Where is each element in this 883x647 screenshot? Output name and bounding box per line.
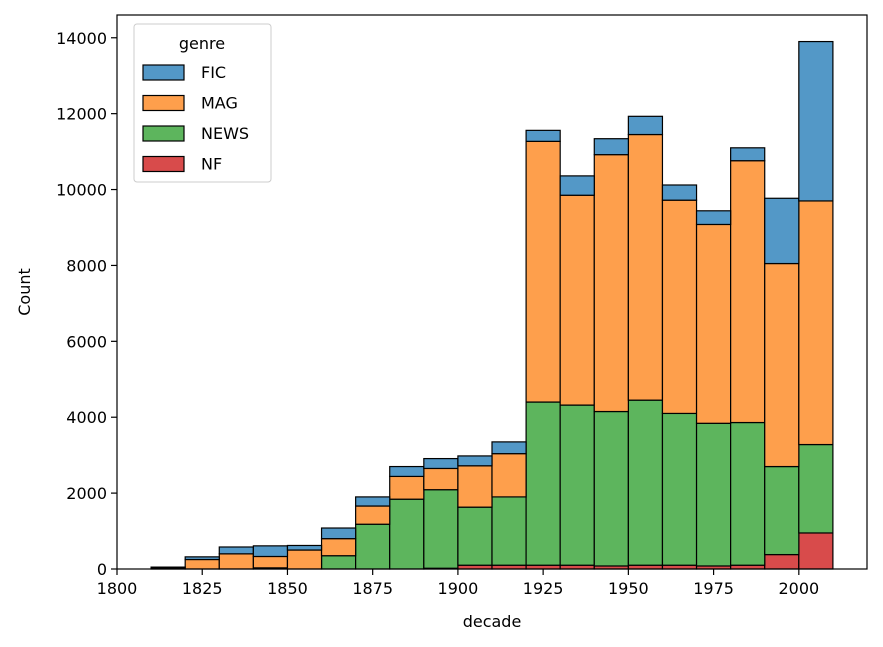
bar-mag-1830 [218,553,254,570]
bar-mag-1920 [525,140,561,403]
bar-mag-1940 [593,154,629,413]
y-tick-label-8000: 8000 [66,256,107,275]
bar-news-1930 [559,404,595,566]
bar-mag-1960 [661,199,698,415]
legend: genre FIC MAG NEWS NF [133,23,272,183]
legend-swatch-news [142,125,185,142]
legend-swatch-fic [142,64,185,81]
bar-mag-1990 [764,262,800,468]
legend-swatch-mag [142,94,185,112]
x-axis-ticks: 1800 1825 1850 1875 1900 1925 1950 1975 2000 [97,569,819,598]
bar-news-1900 [457,506,493,566]
bar-fic-1820 [184,556,220,561]
x-tick-label-1975: 1975 [693,579,734,598]
bar-fic-2000 [798,40,834,202]
legend-items: FIC MAG NEWS NF [142,63,249,174]
bar-mag-1840 [252,555,289,569]
bar-mag-1890 [423,467,459,491]
bar-news-1860 [320,555,357,570]
x-tick-label-1925: 1925 [523,579,564,598]
bar-fic-1950 [627,115,664,136]
y-tick-label-10000: 10000 [56,181,107,200]
bar-mag-2000 [798,200,834,446]
bar-fic-1920 [525,129,561,142]
legend-label-nf: NF [201,155,222,174]
bar-fic-1840 [252,545,289,558]
legend-label-news: NEWS [201,124,249,143]
bar-fic-1810 [150,566,186,569]
x-tick-label-1875: 1875 [352,579,393,598]
bar-fic-1850 [286,544,323,551]
bar-fic-1830 [218,546,254,555]
y-axis-ticks: 0 2000 4000 6000 8000 10000 12000 14000 [56,29,117,579]
bar-mag-1950 [627,133,664,401]
bar-news-1950 [627,399,664,566]
bar-news-1920 [525,401,561,566]
bars-layer [150,40,834,570]
bar-fic-1930 [559,175,595,196]
bar-mag-1860 [320,538,357,557]
bar-fic-1890 [423,457,459,470]
y-tick-label-2000: 2000 [66,484,107,503]
y-tick-label-14000: 14000 [56,29,107,48]
bar-news-1880 [389,498,425,570]
bar-mag-1880 [389,475,425,500]
bar-news-1970 [695,422,732,567]
y-tick-label-0: 0 [97,560,107,579]
bar-news-1980 [730,421,766,566]
bar-fic-1870 [355,496,391,507]
legend-title: genre [179,34,225,53]
y-tick-label-4000: 4000 [66,408,107,427]
bar-fic-1960 [661,184,698,201]
bar-fic-1970 [695,210,732,226]
legend-label-mag: MAG [201,94,238,113]
bar-mag-1900 [457,465,493,508]
bar-news-1990 [764,465,800,556]
bar-mag-1910 [491,453,527,498]
bar-fic-1860 [320,527,357,540]
x-tick-label-1800: 1800 [97,579,138,598]
bar-news-1870 [355,523,391,570]
bar-fic-1880 [389,465,425,478]
plot-frame [116,14,868,570]
bar-mag-1850 [286,549,323,570]
bar-mag-1820 [184,558,220,570]
legend-box [133,23,272,183]
y-axis-label: Count [15,268,34,316]
bar-news-1890 [423,489,459,569]
x-tick-label-1825: 1825 [182,579,223,598]
bar-fic-1910 [491,441,527,455]
bar-fic-1900 [457,455,493,467]
bar-mag-1870 [355,505,391,525]
legend-swatch-nf [142,155,185,173]
bar-news-2000 [798,443,834,534]
x-tick-label-2000: 2000 [778,579,819,598]
x-tick-label-1850: 1850 [267,579,308,598]
x-tick-label-1900: 1900 [438,579,479,598]
x-tick-label-1950: 1950 [608,579,649,598]
bar-nf-2000 [798,532,834,570]
y-tick-label-12000: 12000 [56,105,107,124]
bar-news-1940 [593,410,629,567]
bar-news-1960 [661,412,698,566]
bar-mag-1970 [695,223,732,424]
legend-label-fic: FIC [201,63,226,82]
x-axis-label: decade [463,612,522,631]
y-tick-label-6000: 6000 [66,332,107,351]
bar-fic-1990 [764,197,800,265]
bar-news-1910 [491,496,527,566]
bar-nf-1990 [764,553,800,570]
bar-fic-1980 [730,147,766,162]
bar-mag-1930 [559,194,595,406]
bar-mag-1980 [730,160,766,424]
bar-fic-1940 [593,138,629,156]
